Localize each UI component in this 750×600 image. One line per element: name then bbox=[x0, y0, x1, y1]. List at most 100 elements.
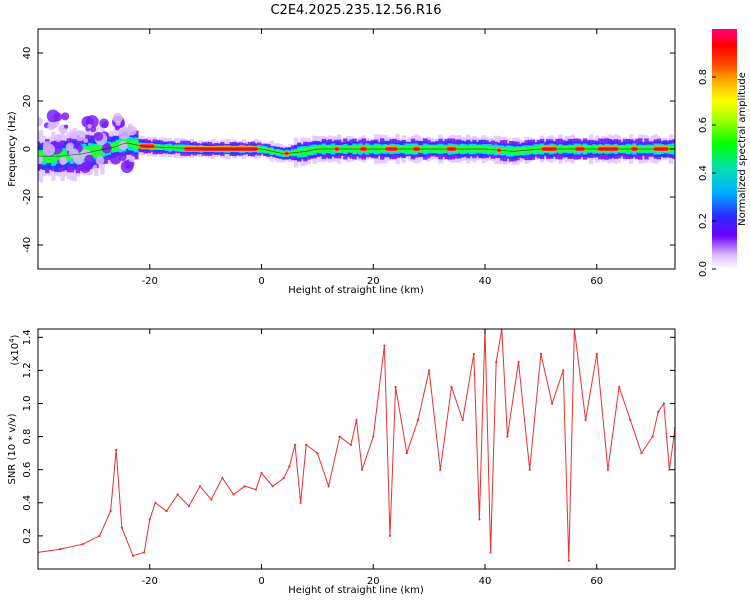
snr-point bbox=[221, 476, 224, 480]
snr-point bbox=[383, 344, 386, 347]
colorbar-gradient bbox=[712, 29, 737, 269]
spectrogram-speckle bbox=[46, 109, 60, 123]
spectrogram-speckle bbox=[118, 153, 127, 162]
spectrogram-panel: -20 0 20 40 60 -40 -20 0 20 40 Height of straigh… bbox=[7, 28, 676, 296]
snr-point bbox=[282, 476, 285, 480]
spectrogram-speckle bbox=[42, 143, 56, 156]
snr-point bbox=[148, 518, 151, 521]
snr-x-ticks: -20 0 20 40 60 bbox=[142, 329, 603, 587]
snr-y-tick-label: 0.4 bbox=[22, 495, 33, 511]
snr-point bbox=[143, 551, 146, 554]
snr-point bbox=[478, 518, 481, 521]
snr-x-label: Height of straight line (km) bbox=[288, 585, 424, 596]
snr-point bbox=[405, 452, 408, 455]
snr-x-tick-label: 40 bbox=[479, 576, 492, 587]
snr-point bbox=[198, 485, 202, 488]
snr-point bbox=[388, 534, 392, 537]
snr-x-tick-label: -20 bbox=[142, 576, 158, 587]
snr-x-tick-label: 0 bbox=[258, 576, 264, 587]
spectrogram-speckle bbox=[83, 138, 89, 143]
snr-point bbox=[316, 452, 319, 455]
snr-x-tick-label: 20 bbox=[367, 576, 380, 587]
spectrogram-ridge-trace bbox=[38, 142, 675, 157]
snr-point bbox=[288, 465, 291, 468]
spectrogram-speckle bbox=[118, 140, 128, 151]
spectrogram-speckle bbox=[112, 112, 123, 124]
snr-y-tick-label: 1.2 bbox=[22, 362, 33, 378]
snr-point bbox=[472, 352, 475, 355]
snr-point bbox=[243, 485, 246, 488]
snr-y-label: SNR (10 * v/v) bbox=[7, 413, 18, 484]
spectrogram-x-label: Height of straight line (km) bbox=[288, 285, 424, 296]
snr-point bbox=[210, 498, 213, 501]
snr-point bbox=[327, 485, 330, 488]
snr-y-multiplier-base: (x10 bbox=[10, 343, 21, 366]
spectrogram-speckle bbox=[54, 134, 63, 142]
spectrogram-y-tick-label: 0 bbox=[22, 146, 33, 152]
snr-y-tick-label: 0.2 bbox=[22, 528, 33, 544]
snr-point bbox=[629, 418, 632, 422]
snr-point bbox=[394, 385, 397, 389]
spectrogram-speckle bbox=[95, 156, 105, 165]
snr-point bbox=[176, 493, 179, 496]
spectrogram-speckle bbox=[74, 130, 86, 142]
snr-point bbox=[439, 468, 442, 471]
colorbar-ticks: 0.0 0.2 0.4 0.6 0.8 bbox=[698, 69, 716, 277]
spectrogram-speckle bbox=[92, 164, 97, 169]
snr-y-multiplier-exp: 4 bbox=[8, 338, 16, 343]
snr-frame bbox=[37, 328, 676, 570]
spectrogram-speckle bbox=[68, 148, 79, 159]
colorbar-tick-label: 0.6 bbox=[698, 117, 709, 133]
snr-point bbox=[120, 526, 123, 529]
snr-point bbox=[567, 559, 570, 562]
spectrogram-x-tick-label: 40 bbox=[479, 276, 492, 287]
snr-y-tick-label: 0.6 bbox=[22, 462, 33, 478]
spectrogram-speckle bbox=[87, 123, 92, 129]
spectrogram-y-label: Frequency (Hz) bbox=[7, 111, 18, 187]
snr-point bbox=[154, 501, 157, 504]
snr-point bbox=[254, 488, 258, 491]
spectrogram-speckle bbox=[38, 117, 43, 127]
colorbar-tick-label: 0.4 bbox=[698, 165, 709, 181]
snr-point bbox=[550, 402, 554, 405]
snr-point bbox=[595, 352, 598, 355]
colorbar-tick-label: 0.0 bbox=[698, 261, 709, 277]
snr-y-tick-label: 0.8 bbox=[22, 429, 33, 445]
snr-y-ticks: 0.2 0.4 0.6 0.8 1.0 1.2 1.4 bbox=[22, 329, 675, 544]
colorbar-tick-label: 0.2 bbox=[698, 213, 709, 229]
snr-point bbox=[640, 452, 643, 455]
snr-point bbox=[517, 361, 520, 364]
spectrogram-speckle bbox=[86, 119, 92, 125]
snr-point bbox=[98, 534, 101, 537]
spectrogram-speckle bbox=[94, 131, 104, 141]
snr-series-line bbox=[38, 329, 675, 561]
snr-point bbox=[338, 435, 341, 438]
spectrogram-y-tick-label: -20 bbox=[22, 189, 33, 205]
spectrogram-speckle bbox=[101, 121, 109, 129]
spectrogram-y-tick-label: -40 bbox=[22, 237, 33, 253]
snr-marks bbox=[38, 329, 675, 562]
spectrogram-marks bbox=[38, 109, 675, 183]
figure-title: C2E4.2025.235.12.56.R16 bbox=[270, 3, 441, 18]
snr-point bbox=[372, 435, 375, 438]
snr-point bbox=[349, 443, 353, 446]
spectrogram-speckle bbox=[79, 162, 91, 174]
snr-point bbox=[305, 443, 308, 446]
colorbar: 0.0 0.2 0.4 0.6 0.8 Normalized spectral ampl… bbox=[698, 29, 748, 277]
spectrogram-speckle bbox=[38, 155, 43, 164]
snr-point bbox=[428, 369, 431, 372]
spectrogram-y-tick-label: 40 bbox=[22, 47, 33, 60]
snr-point bbox=[416, 418, 420, 422]
snr-point bbox=[651, 435, 654, 438]
spectrogram-x-tick-label: 20 bbox=[367, 276, 380, 287]
snr-x-tick-label: 60 bbox=[590, 576, 603, 587]
spectrogram-speckle bbox=[63, 124, 69, 129]
spectrogram-x-tick-label: 60 bbox=[590, 276, 603, 287]
spectrogram-x-ticks: -20 0 20 40 60 bbox=[142, 29, 603, 287]
snr-point bbox=[562, 369, 565, 372]
snr-point bbox=[539, 352, 542, 355]
snr-y-tick-label: 1.0 bbox=[22, 396, 33, 412]
spectrogram-speckle bbox=[47, 121, 56, 131]
spectrogram-y-ticks: -40 -20 0 20 40 bbox=[22, 47, 675, 253]
